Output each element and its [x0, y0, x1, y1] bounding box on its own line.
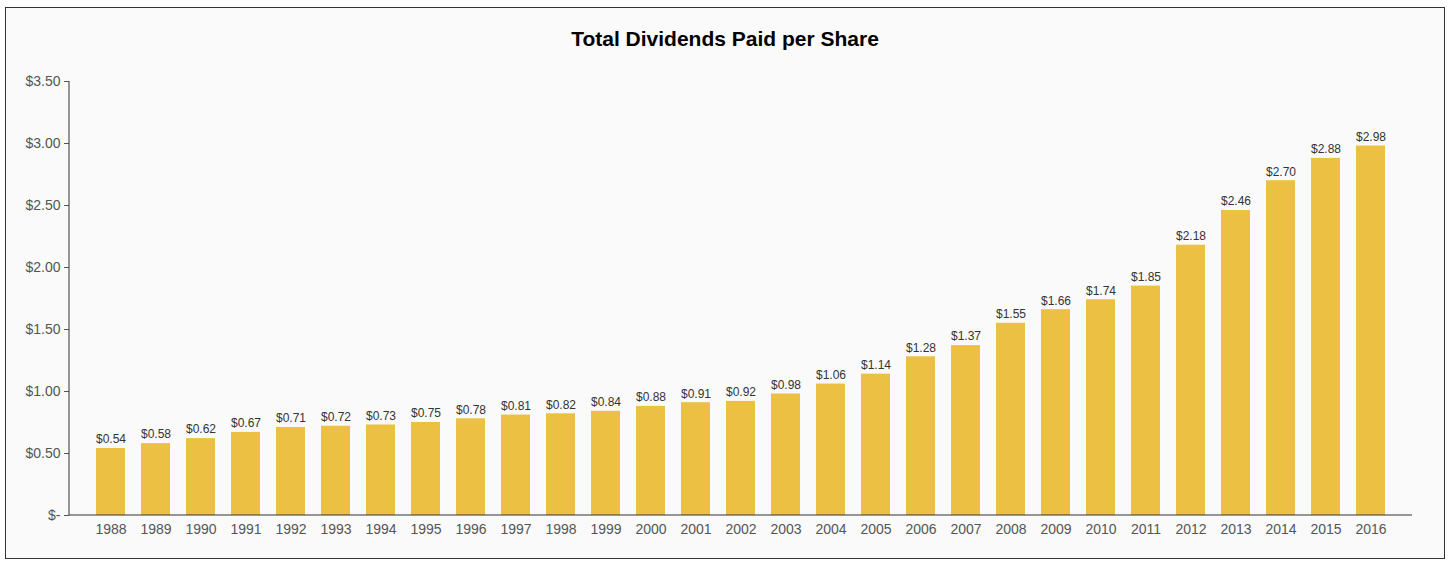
svg-text:$2.46: $2.46 [1221, 194, 1251, 208]
svg-text:2009: 2009 [1040, 521, 1071, 537]
svg-text:$0.58: $0.58 [141, 427, 171, 441]
svg-text:$0.81: $0.81 [501, 399, 531, 413]
svg-text:$0.88: $0.88 [636, 390, 666, 404]
svg-text:$3.00: $3.00 [25, 135, 60, 151]
svg-text:$1.14: $1.14 [861, 358, 891, 372]
svg-text:2007: 2007 [950, 521, 981, 537]
svg-text:$2.50: $2.50 [25, 197, 60, 213]
svg-text:$2.70: $2.70 [1266, 165, 1296, 179]
svg-text:1994: 1994 [365, 521, 396, 537]
svg-text:$0.72: $0.72 [321, 410, 351, 424]
svg-text:2008: 2008 [995, 521, 1026, 537]
svg-text:$1.50: $1.50 [25, 321, 60, 337]
svg-text:$0.54: $0.54 [96, 432, 126, 446]
svg-text:$1.66: $1.66 [1041, 294, 1071, 308]
svg-text:$2.18: $2.18 [1176, 229, 1206, 243]
svg-text:$0.78: $0.78 [456, 403, 486, 417]
svg-text:2001: 2001 [680, 521, 711, 537]
svg-text:2005: 2005 [860, 521, 891, 537]
svg-text:$0.91: $0.91 [681, 387, 711, 401]
svg-text:2011: 2011 [1131, 521, 1161, 537]
svg-text:$0.67: $0.67 [231, 416, 261, 430]
svg-text:$3.50: $3.50 [25, 73, 60, 89]
html-text:Total Dividends Paid per Share: Total Dividends Paid per Share [571, 27, 879, 50]
svg-text:$2.88: $2.88 [1311, 142, 1341, 156]
svg-text:2016: 2016 [1355, 521, 1386, 537]
svg-text:$1.28: $1.28 [906, 341, 936, 355]
svg-text:2000: 2000 [635, 521, 666, 537]
svg-text:2010: 2010 [1085, 521, 1116, 537]
svg-text:1998: 1998 [545, 521, 576, 537]
svg-text:1990: 1990 [185, 521, 216, 537]
svg-text:$0.84: $0.84 [591, 395, 621, 409]
svg-text:1999: 1999 [590, 521, 621, 537]
svg-text:$1.06: $1.06 [816, 368, 846, 382]
svg-text:$-: $- [48, 507, 61, 523]
svg-text:2004: 2004 [815, 521, 846, 537]
svg-text:$0.75: $0.75 [411, 406, 441, 420]
svg-text:1988: 1988 [95, 521, 126, 537]
svg-text:$0.71: $0.71 [276, 411, 306, 425]
svg-text:$1.55: $1.55 [996, 307, 1026, 321]
svg-text:1991: 1991 [230, 521, 261, 537]
svg-text:2015: 2015 [1310, 521, 1341, 537]
svg-text:$0.73: $0.73 [366, 409, 396, 423]
svg-text:1996: 1996 [455, 521, 486, 537]
svg-text:2014: 2014 [1265, 521, 1296, 537]
svg-text:$2.00: $2.00 [25, 259, 60, 275]
svg-text:1989: 1989 [140, 521, 171, 537]
svg-text:2012: 2012 [1175, 521, 1206, 537]
svg-text:2013: 2013 [1220, 521, 1251, 537]
svg-text:1997: 1997 [500, 521, 531, 537]
svg-text:1995: 1995 [410, 521, 441, 537]
svg-text:2002: 2002 [725, 521, 756, 537]
svg-text:$2.98: $2.98 [1356, 130, 1386, 144]
svg-text:$1.00: $1.00 [25, 383, 60, 399]
svg-text:$0.92: $0.92 [726, 385, 756, 399]
svg-text:$0.98: $0.98 [771, 378, 801, 392]
svg-text:$1.85: $1.85 [1131, 270, 1161, 284]
svg-text:1993: 1993 [320, 521, 351, 537]
svg-text:$1.37: $1.37 [951, 329, 981, 343]
svg-text:$0.82: $0.82 [546, 398, 576, 412]
svg-text:1992: 1992 [275, 521, 306, 537]
svg-text:$0.62: $0.62 [186, 422, 216, 436]
svg-text:2003: 2003 [770, 521, 801, 537]
svg-text:2006: 2006 [905, 521, 936, 537]
svg-text:$1.74: $1.74 [1086, 284, 1116, 298]
svg-text:$0.50: $0.50 [25, 445, 60, 461]
